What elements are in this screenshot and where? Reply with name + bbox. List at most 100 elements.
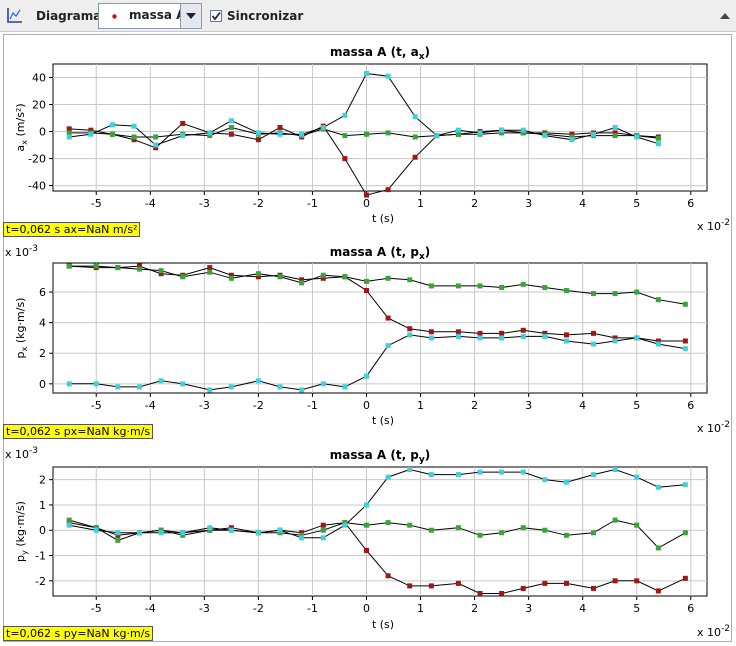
data-point <box>477 532 483 538</box>
data-point <box>612 335 618 341</box>
x-tick-label: -5 <box>91 602 102 615</box>
data-point <box>655 135 661 141</box>
x-tick-label: 2 <box>471 602 478 615</box>
data-point <box>655 338 661 344</box>
data-point <box>412 114 418 120</box>
x-tick-label: 0 <box>363 197 370 210</box>
data-point <box>477 283 483 289</box>
chevron-down-icon[interactable] <box>180 4 201 28</box>
data-point <box>153 134 159 140</box>
data-point <box>590 530 596 536</box>
data-point <box>542 477 548 483</box>
data-point <box>109 131 115 137</box>
data-point <box>520 469 526 475</box>
data-point <box>207 269 213 275</box>
data-point <box>407 332 413 338</box>
toolbar: Diagrama massa A Sincronizar <box>0 0 736 32</box>
data-point <box>88 127 94 133</box>
data-point <box>412 154 418 160</box>
data-point <box>520 281 526 287</box>
y-tick-label: 4 <box>39 317 46 330</box>
x-tick-label: -2 <box>253 399 264 412</box>
data-point <box>385 573 391 579</box>
data-point <box>158 530 164 536</box>
data-point <box>407 583 413 589</box>
data-point <box>385 315 391 321</box>
x-tick-label: -5 <box>91 197 102 210</box>
data-point <box>66 130 72 136</box>
data-point <box>342 156 348 162</box>
data-point <box>499 130 505 136</box>
x-tick-label: 0 <box>363 399 370 412</box>
data-point <box>180 133 186 139</box>
data-point <box>428 583 434 589</box>
data-point <box>207 525 213 531</box>
x-axis-label: t (s) <box>372 212 394 225</box>
y-tick-label: 1 <box>39 499 46 512</box>
data-point <box>277 125 283 130</box>
data-point <box>612 338 618 344</box>
chart-title: massa A (t, ax) <box>330 45 430 62</box>
data-point <box>499 127 505 133</box>
data-point <box>428 283 434 289</box>
data-point <box>228 118 234 124</box>
data-point <box>455 580 461 586</box>
data-point <box>299 280 305 286</box>
collapse-icon[interactable] <box>719 11 731 21</box>
data-point <box>412 134 418 140</box>
series-line-2 <box>69 468 686 539</box>
data-point <box>385 474 391 480</box>
x-tick-label: 1 <box>417 602 424 615</box>
x-tick-label: -1 <box>307 602 318 615</box>
data-point <box>320 381 326 387</box>
data-point <box>255 530 261 536</box>
data-point <box>563 580 569 586</box>
x-tick-label: 3 <box>525 602 532 615</box>
data-point <box>320 527 326 533</box>
data-point <box>158 378 164 384</box>
data-point <box>634 289 640 295</box>
data-point <box>93 525 99 531</box>
data-point <box>542 133 548 139</box>
readout-px: t=0,062 s px=NaN kg·m/s <box>3 424 154 439</box>
data-point <box>131 137 137 143</box>
series-select-value: massa A <box>129 8 186 22</box>
data-point <box>590 341 596 347</box>
data-point <box>363 547 369 553</box>
data-point <box>299 535 305 541</box>
data-point <box>153 145 159 151</box>
chart-title: massa A (t, px) <box>330 245 430 262</box>
data-point <box>180 120 186 126</box>
data-point <box>180 532 186 538</box>
data-point <box>363 522 369 528</box>
data-point <box>655 545 661 551</box>
data-point <box>180 274 186 280</box>
x-tick-label: -4 <box>145 399 156 412</box>
x-tick-label: -3 <box>199 399 210 412</box>
diagram-label: Diagrama <box>36 9 102 23</box>
x-tick-label: -1 <box>307 197 318 210</box>
series-select[interactable]: massa A <box>98 3 202 29</box>
y-tick-label: 0 <box>39 378 46 391</box>
data-point <box>66 381 72 387</box>
data-point <box>363 192 369 198</box>
data-point <box>320 535 326 541</box>
data-point <box>655 341 661 347</box>
sync-checkbox[interactable] <box>210 10 222 22</box>
data-point <box>682 482 688 488</box>
y-tick-label: 2 <box>39 347 46 360</box>
chart-diagram-icon[interactable] <box>5 7 23 25</box>
readout-py: t=0,062 s py=NaN kg·m/s <box>3 626 154 641</box>
data-point <box>385 520 391 526</box>
data-point <box>612 467 618 473</box>
data-point <box>563 479 569 485</box>
data-point <box>255 130 261 136</box>
data-point <box>455 127 461 133</box>
x-tick-label: -1 <box>307 399 318 412</box>
checkmark-icon <box>211 11 221 21</box>
y-multiplier: x 10-3 <box>5 244 38 259</box>
chart-title: massa A (t, py) <box>330 448 431 465</box>
y-tick-label: 40 <box>32 72 46 85</box>
x-multiplier: x 10-2 <box>697 218 730 233</box>
